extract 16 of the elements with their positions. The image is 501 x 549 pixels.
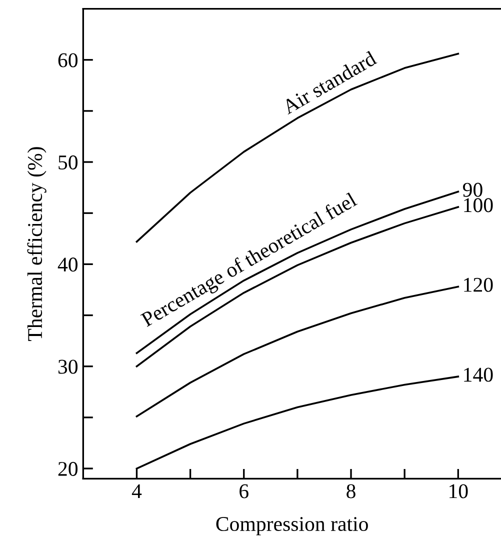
x-tick-label: 10 bbox=[450, 484, 468, 498]
series-label: 90 bbox=[462, 182, 482, 197]
x-tick-label: 8 bbox=[346, 484, 356, 498]
line-series bbox=[136, 190, 460, 354]
y-tick-label: 60 bbox=[58, 53, 78, 68]
y-tick-label: 50 bbox=[58, 155, 78, 170]
y-tick-label: 30 bbox=[58, 360, 78, 374]
x-tick-label: 6 bbox=[240, 484, 248, 498]
series-label: 120 bbox=[464, 278, 493, 292]
y-tick-label: 40 bbox=[58, 258, 78, 272]
x-tick-label: 4 bbox=[132, 484, 142, 498]
series-label: 140 bbox=[464, 368, 493, 382]
y-axis-title: Thermal efficiency (%) bbox=[27, 147, 46, 341]
x-axis-title: Compression ratio bbox=[216, 517, 368, 536]
y-tick-label: 20 bbox=[58, 462, 78, 476]
series-label: 100 bbox=[464, 198, 493, 212]
